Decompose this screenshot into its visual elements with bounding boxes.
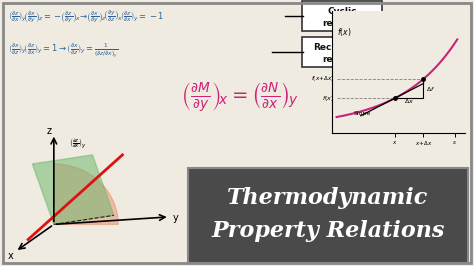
Text: Slope: Slope [354, 111, 371, 116]
Text: $\Delta x$: $\Delta x$ [404, 97, 414, 105]
Text: $\left(\frac{\partial M}{\partial y}\right)_{\!x}= \left(\frac{\partial N}{\part: $\left(\frac{\partial M}{\partial y}\rig… [182, 81, 299, 114]
Text: $\left(\frac{\partial z}{\partial x}\right)_{\!y}$: $\left(\frac{\partial z}{\partial x}\rig… [69, 137, 86, 150]
Text: $\Delta f$: $\Delta f$ [427, 85, 436, 93]
FancyBboxPatch shape [188, 168, 468, 263]
Text: $f(x\!+\!\Delta x)$: $f(x\!+\!\Delta x)$ [311, 74, 334, 84]
Text: Property Relations: Property Relations [211, 220, 445, 242]
Text: $f(x)$: $f(x)$ [322, 94, 334, 103]
Text: y: y [173, 213, 179, 223]
FancyBboxPatch shape [302, 1, 382, 31]
FancyBboxPatch shape [302, 37, 382, 67]
Text: relation: relation [322, 19, 362, 27]
Polygon shape [32, 155, 114, 225]
Text: Reciprocity: Reciprocity [313, 44, 371, 52]
Text: Cyclic: Cyclic [327, 7, 357, 16]
Text: z: z [46, 126, 51, 136]
Text: $\left(\frac{\partial x}{\partial z}\right)_{\!y}\!\left(\frac{\partial z}{\part: $\left(\frac{\partial x}{\partial z}\rig… [8, 42, 118, 60]
Text: relation: relation [322, 55, 362, 64]
Text: x: x [8, 251, 14, 261]
Polygon shape [54, 164, 118, 225]
Text: $\left(\frac{\partial z}{\partial x}\right)_{\!y}\!\left(\frac{\partial x}{\part: $\left(\frac{\partial z}{\partial x}\rig… [8, 8, 164, 25]
Text: Thermodynamic: Thermodynamic [228, 187, 428, 209]
Text: $f(x)$: $f(x)$ [337, 26, 351, 38]
